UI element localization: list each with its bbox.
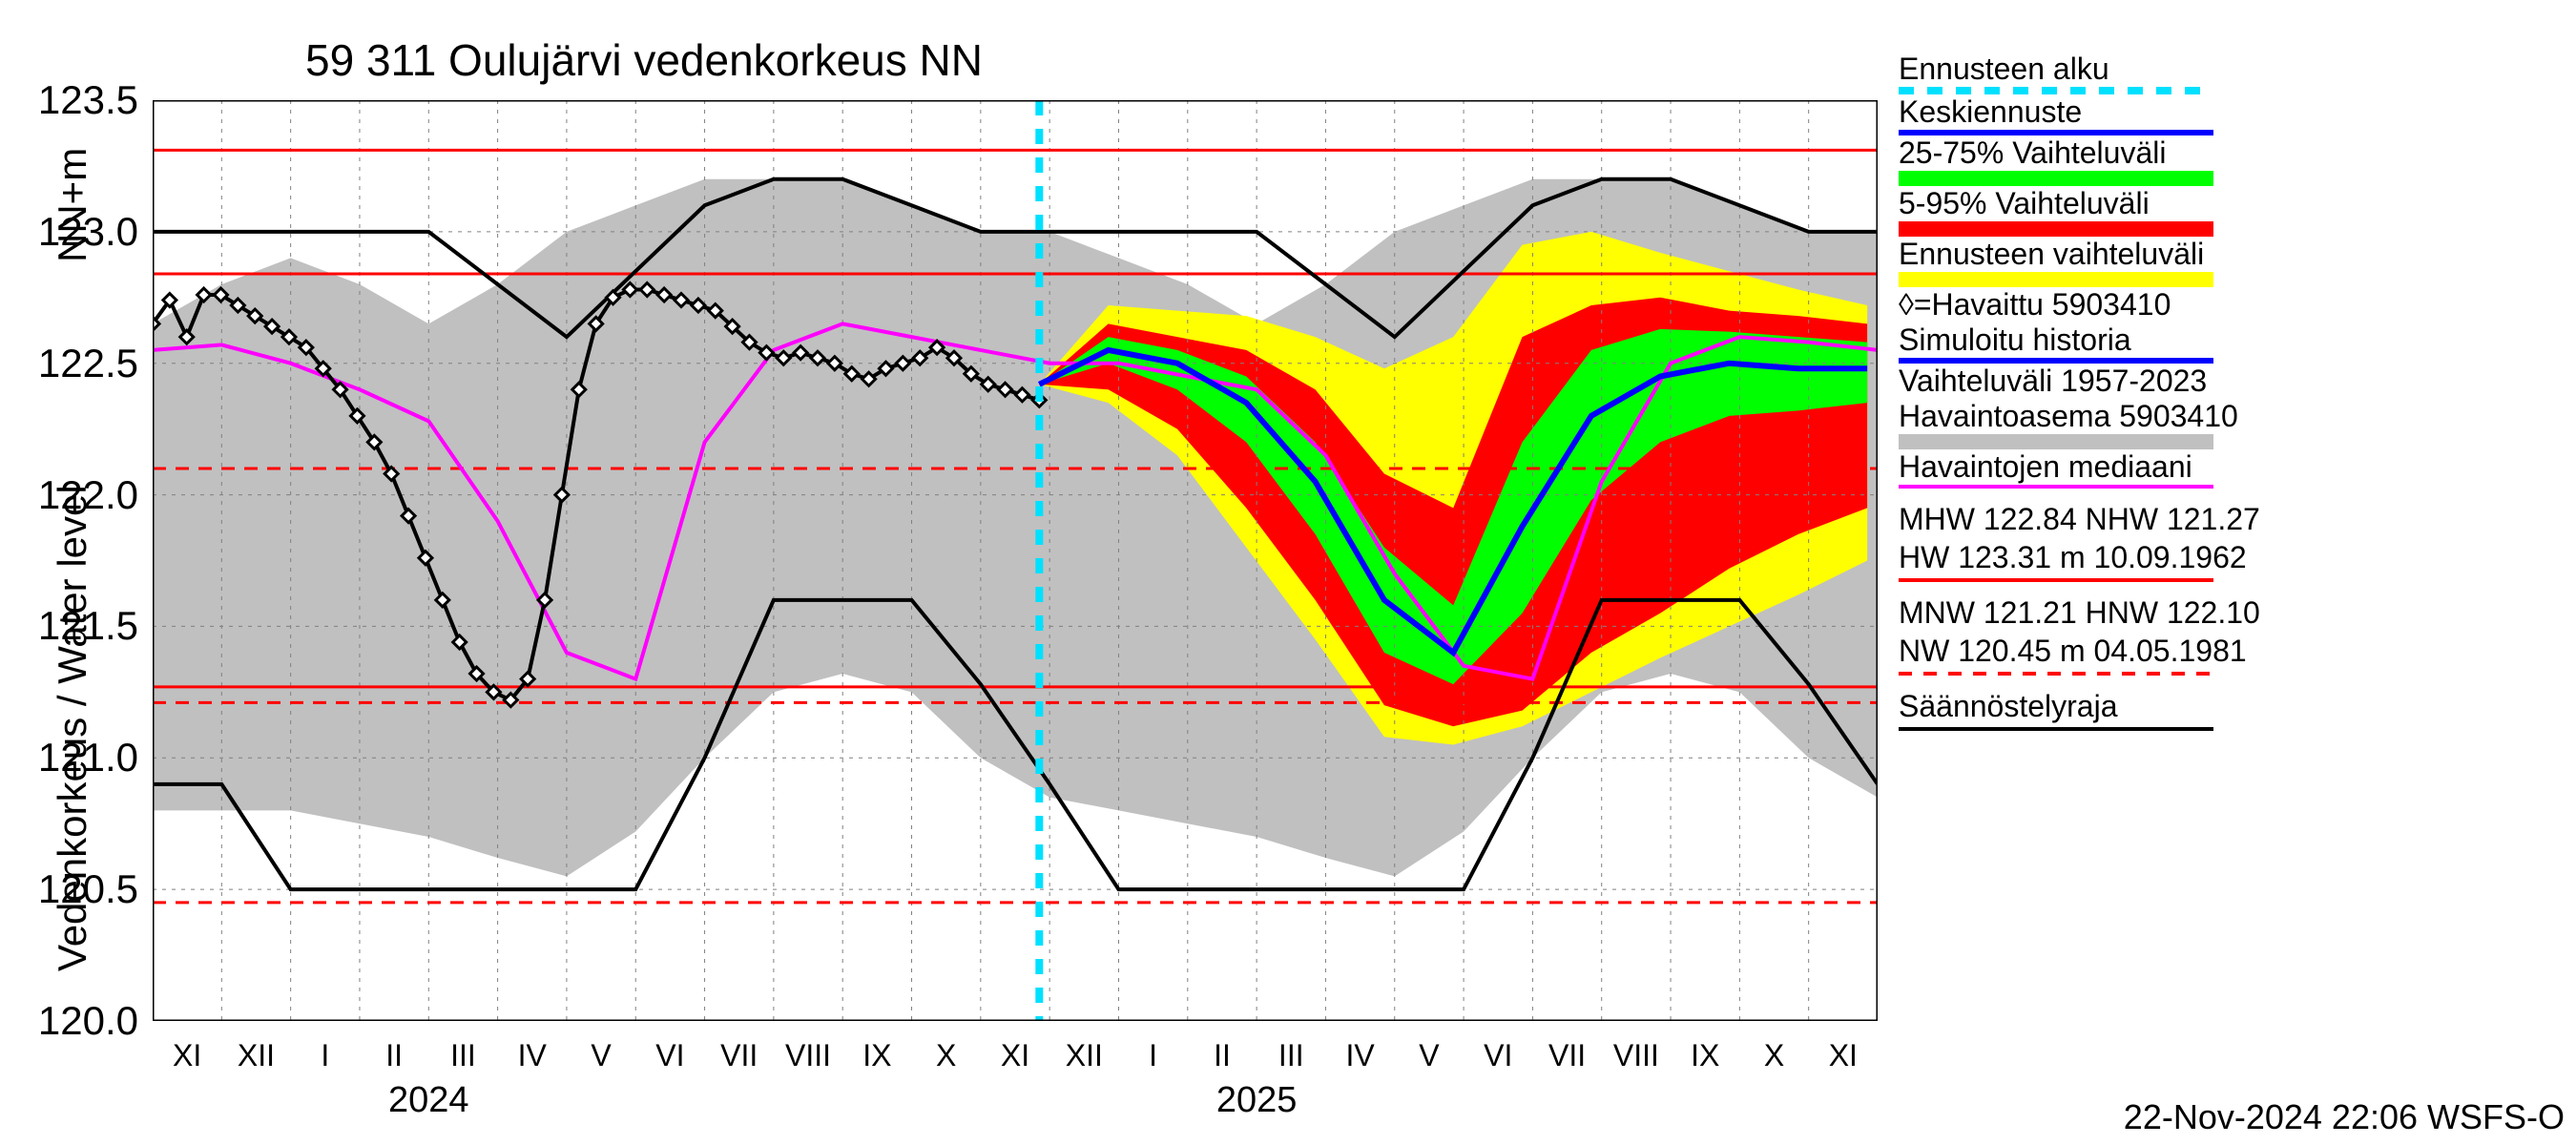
x-tick-label: XI: [1829, 1038, 1858, 1073]
legend-swatch-band: [1899, 171, 2213, 186]
legend-label: Ennusteen alku: [1899, 52, 2566, 87]
x-tick-label: VI: [655, 1038, 684, 1073]
y-tick-label: 123.0: [33, 209, 138, 255]
y-tick-label: 120.5: [33, 866, 138, 912]
legend-item: 25-75% Vaihteluväli: [1899, 135, 2566, 186]
x-tick-label: XI: [173, 1038, 201, 1073]
legend-label: Havaintojen mediaani: [1899, 449, 2566, 485]
legend-stat-line: MNW 121.21 HNW 122.10: [1899, 595, 2566, 630]
legend-item: Havaintoasema 5903410: [1899, 399, 2566, 449]
x-tick-label: IV: [1345, 1038, 1374, 1073]
y-tick-label: 121.5: [33, 603, 138, 649]
x-tick-label: IV: [518, 1038, 547, 1073]
legend-stat-line: NW 120.45 m 04.05.1981: [1899, 634, 2566, 668]
legend-swatch-line: [1899, 727, 2213, 731]
x-tick-label: XI: [1001, 1038, 1029, 1073]
legend-swatch-band: [1899, 272, 2213, 287]
x-tick-label: III: [450, 1038, 476, 1073]
generation-timestamp: 22-Nov-2024 22:06 WSFS-O: [2124, 1097, 2565, 1137]
legend-label: Vaihteluväli 1957-2023: [1899, 364, 2566, 399]
legend-stat-block: Säännöstelyraja: [1899, 689, 2566, 731]
x-tick-label: III: [1278, 1038, 1304, 1073]
legend-item: Vaihteluväli 1957-2023: [1899, 364, 2566, 399]
legend-stat-line: HW 123.31 m 10.09.1962: [1899, 540, 2566, 574]
legend-stat-line: Säännöstelyraja: [1899, 689, 2566, 723]
x-tick-label: X: [1764, 1038, 1784, 1073]
legend-item: 5-95% Vaihteluväli: [1899, 186, 2566, 237]
x-tick-label: II: [1214, 1038, 1231, 1073]
legend-label: ◊=Havaittu 5903410: [1899, 287, 2566, 323]
x-tick-label: VIII: [1613, 1038, 1659, 1073]
legend-stat-block: MNW 121.21 HNW 122.10 NW 120.45 m 04.05.1…: [1899, 595, 2566, 676]
x-year-label: 2025: [1216, 1080, 1298, 1121]
x-tick-label: II: [385, 1038, 403, 1073]
x-tick-label: I: [1149, 1038, 1157, 1073]
x-tick-label: VII: [720, 1038, 758, 1073]
legend-stat-block: MHW 122.84 NHW 121.27 HW 123.31 m 10.09.1…: [1899, 502, 2566, 582]
x-tick-label: V: [591, 1038, 611, 1073]
legend-swatch-line: [1899, 485, 2213, 489]
legend-label: Keskiennuste: [1899, 94, 2566, 130]
x-tick-label: XII: [1066, 1038, 1103, 1073]
chart-container: 59 311 Oulujärvi vedenkorkeus NN Vedenko…: [0, 0, 2576, 1145]
legend-label: Havaintoasema 5903410: [1899, 399, 2566, 434]
x-tick-label: X: [936, 1038, 956, 1073]
legend-item: Keskiennuste: [1899, 94, 2566, 135]
x-tick-label: V: [1419, 1038, 1439, 1073]
legend-label: Ennusteen vaihteluväli: [1899, 237, 2566, 272]
x-tick-label: I: [321, 1038, 329, 1073]
y-tick-label: 120.0: [33, 998, 138, 1044]
chart-title: 59 311 Oulujärvi vedenkorkeus NN: [305, 34, 983, 86]
legend-item: Ennusteen alku: [1899, 52, 2566, 94]
legend-swatch-line: [1899, 672, 2213, 676]
x-year-label: 2024: [388, 1080, 469, 1121]
legend-label: Simuloitu historia: [1899, 323, 2566, 358]
y-tick-label: 121.0: [33, 735, 138, 781]
x-tick-label: VII: [1548, 1038, 1586, 1073]
y-tick-label: 123.5: [33, 77, 138, 123]
legend-item: Ennusteen vaihteluväli: [1899, 237, 2566, 287]
plot-area: [153, 100, 1878, 1021]
x-tick-label: IX: [1691, 1038, 1719, 1073]
legend-item: Havaintojen mediaani: [1899, 449, 2566, 489]
y-tick-label: 122.5: [33, 341, 138, 386]
legend-swatch-band: [1899, 434, 2213, 449]
legend-swatch-line: [1899, 87, 2213, 94]
legend-stat-line: MHW 122.84 NHW 121.27: [1899, 502, 2566, 536]
legend-swatch-line: [1899, 578, 2213, 582]
x-tick-label: VI: [1484, 1038, 1512, 1073]
x-tick-label: VIII: [785, 1038, 831, 1073]
legend-label: 5-95% Vaihteluväli: [1899, 186, 2566, 221]
legend-swatch-band: [1899, 221, 2213, 237]
legend-label: 25-75% Vaihteluväli: [1899, 135, 2566, 171]
legend-item: ◊=Havaittu 5903410: [1899, 287, 2566, 323]
legend: Ennusteen alkuKeskiennuste25-75% Vaihtel…: [1899, 57, 2566, 731]
y-tick-label: 122.0: [33, 472, 138, 518]
x-tick-label: XII: [238, 1038, 275, 1073]
x-tick-label: IX: [862, 1038, 891, 1073]
legend-item: Simuloitu historia: [1899, 323, 2566, 364]
